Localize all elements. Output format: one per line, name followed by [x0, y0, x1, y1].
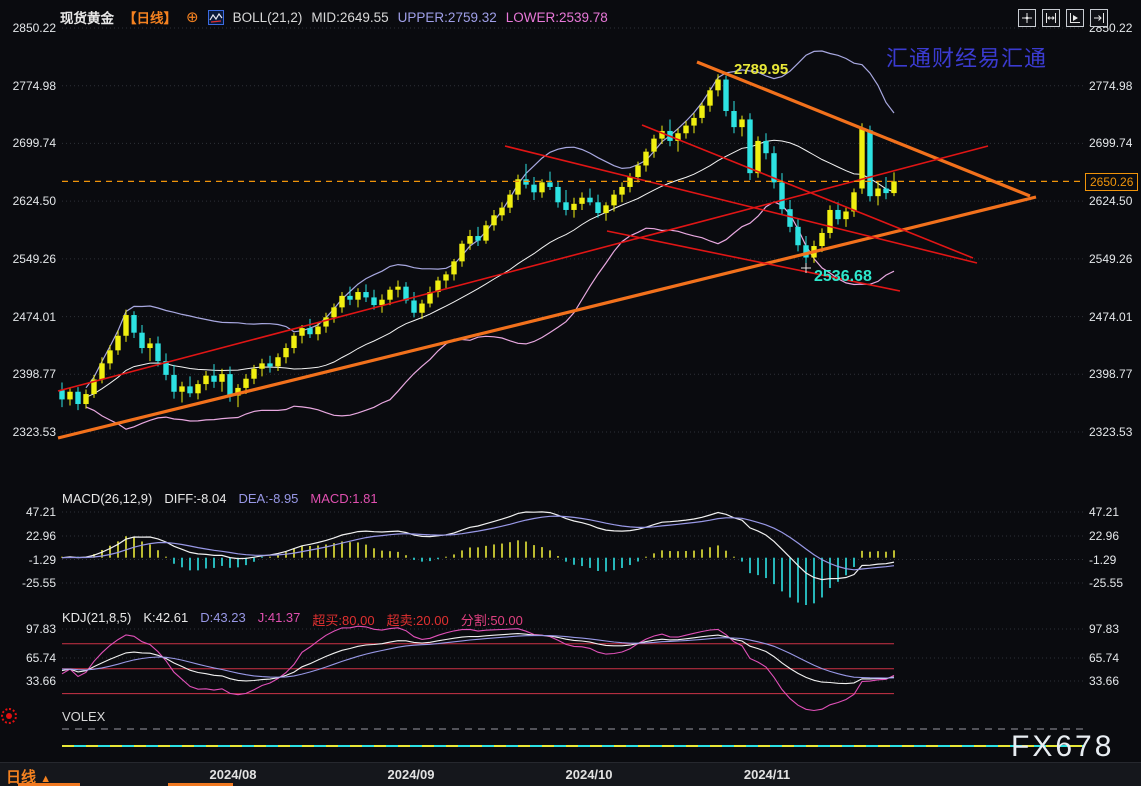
site-watermark: 汇通财经易汇通 [886, 46, 1048, 71]
high-price-annotation: 2789.95 [734, 61, 789, 78]
descending-red-trendline-2 [641, 124, 974, 259]
price-axis-label: 2549.26 [1089, 252, 1133, 266]
mini-chart-icon[interactable] [207, 9, 224, 25]
descending-red-trendline-1 [504, 145, 978, 264]
kdj-d-line [62, 635, 895, 679]
price-axis-label: -25.55 [21, 576, 56, 590]
current-price-badge: 2650.26 [1085, 173, 1139, 191]
boll-upper-band [85, 50, 895, 389]
brand-watermark: FX678 [1011, 730, 1115, 763]
date-label: 2024/11 [743, 767, 791, 782]
boll-upper-value: UPPER:2759.32 [397, 9, 497, 25]
time-axis-bar: 日线 ▲ 2024/08 2024/09 2024/10 2024/11 [0, 762, 1141, 786]
price-axis-label: 2624.50 [12, 194, 56, 208]
add-indicator-icon[interactable]: ⊕ [186, 8, 199, 26]
price-axis-label: 2323.53 [12, 425, 56, 439]
descending-red-trendline-3 [606, 230, 901, 292]
macd-dea-line [61, 515, 895, 571]
chart-header: 现货黄金 【日线】 ⊕ BOLL(21,2) MID:2649.55 UPPER… [60, 7, 608, 27]
price-axis-label: 97.83 [25, 622, 56, 636]
boll-lower-band [85, 201, 895, 430]
boll-mid-value: MID:2649.55 [311, 9, 389, 25]
volex-label: VOLEX [62, 709, 106, 724]
price-axis-label: 2398.77 [1089, 367, 1133, 381]
price-axis-label: 65.74 [1089, 651, 1120, 665]
macd-hist-value: MACD:1.81 [310, 491, 378, 506]
macd-dea-value: DEA:-8.95 [238, 491, 299, 506]
macd-label: MACD(26,12,9) [62, 491, 153, 506]
kdj-oversold-value: 超卖:20.00 [386, 613, 449, 628]
macd-diff-value: DIFF:-8.04 [164, 491, 227, 506]
sun-icon[interactable] [1, 708, 17, 724]
fit-range-icon[interactable] [1042, 9, 1060, 27]
price-axis-label: -1.29 [28, 553, 56, 567]
kdj-d-value: D:43.23 [200, 610, 246, 625]
date-label: 2024/09 [387, 767, 435, 782]
price-axis-label: 2549.26 [12, 252, 56, 266]
price-axis-label: 65.74 [25, 651, 56, 665]
indicator-name: BOLL(21,2) [232, 9, 303, 25]
low-price-annotation: 2536.68 [814, 268, 872, 285]
period-tag[interactable]: 【日线】 [123, 11, 177, 26]
price-axis-label: 33.66 [25, 674, 56, 688]
price-axis-label: 22.96 [1089, 529, 1120, 543]
price-axis-label: -1.29 [1089, 553, 1117, 567]
price-axis-label: 2774.98 [12, 79, 56, 93]
chevron-up-icon: ▲ [40, 773, 52, 785]
price-axis-label: 47.21 [25, 505, 56, 519]
price-axis-label: 47.21 [1089, 505, 1120, 519]
price-axis-label: 2474.01 [12, 310, 56, 324]
autoplay-icon[interactable] [1066, 9, 1084, 27]
kdj-k-line [61, 633, 895, 685]
period-selector[interactable]: 日线 ▲ [6, 766, 51, 786]
ascending-red-trendline [57, 145, 989, 392]
kdj-k-value: K:42.61 [143, 610, 189, 625]
price-axis-label: 2774.98 [1089, 79, 1133, 93]
kdj-indicator-row: KDJ(21,8,5) K:42.61 D:43.23 J:41.37 超买:8… [62, 610, 523, 629]
support-trendline [57, 195, 1037, 440]
price-axis-label: 2850.22 [12, 21, 56, 35]
kdj-split-value: 分割:50.00 [460, 613, 523, 628]
kdj-j-line [61, 625, 895, 712]
price-axis-label: 97.83 [1089, 622, 1120, 636]
price-axis-label: 2474.01 [1089, 310, 1133, 324]
price-axis-label: 2699.74 [12, 136, 56, 150]
price-axis-label: 22.96 [25, 529, 56, 543]
price-axis-label: 2398.77 [12, 367, 56, 381]
price-axis-label: 33.66 [1089, 674, 1120, 688]
kdj-label: KDJ(21,8,5) [62, 610, 132, 625]
scroll-indicator[interactable] [168, 783, 233, 786]
resistance-trendline [696, 60, 1031, 198]
kdj-j-value: J:41.37 [257, 610, 301, 625]
boll-lower-value: LOWER:2539.78 [505, 9, 608, 25]
date-label: 2024/10 [565, 767, 613, 782]
macd-indicator-row: MACD(26,12,9) DIFF:-8.04 DEA:-8.95 MACD:… [62, 491, 378, 506]
price-axis-label: 2624.50 [1089, 194, 1133, 208]
scroll-indicator[interactable] [18, 783, 80, 786]
kdj-overbought-value: 超买:80.00 [312, 613, 375, 628]
period-selector-label: 日线 [6, 769, 37, 786]
macd-diff-line [61, 511, 895, 581]
price-axis-label: 2699.74 [1089, 136, 1133, 150]
goto-latest-icon[interactable] [1090, 9, 1108, 27]
chart-toolbar [1018, 9, 1108, 27]
price-axis-label: 2323.53 [1089, 425, 1133, 439]
price-axis-label: -25.55 [1089, 576, 1124, 590]
symbol-name: 现货黄金 [60, 11, 114, 26]
pan-icon[interactable] [1018, 9, 1036, 27]
date-label: 2024/08 [209, 767, 257, 782]
